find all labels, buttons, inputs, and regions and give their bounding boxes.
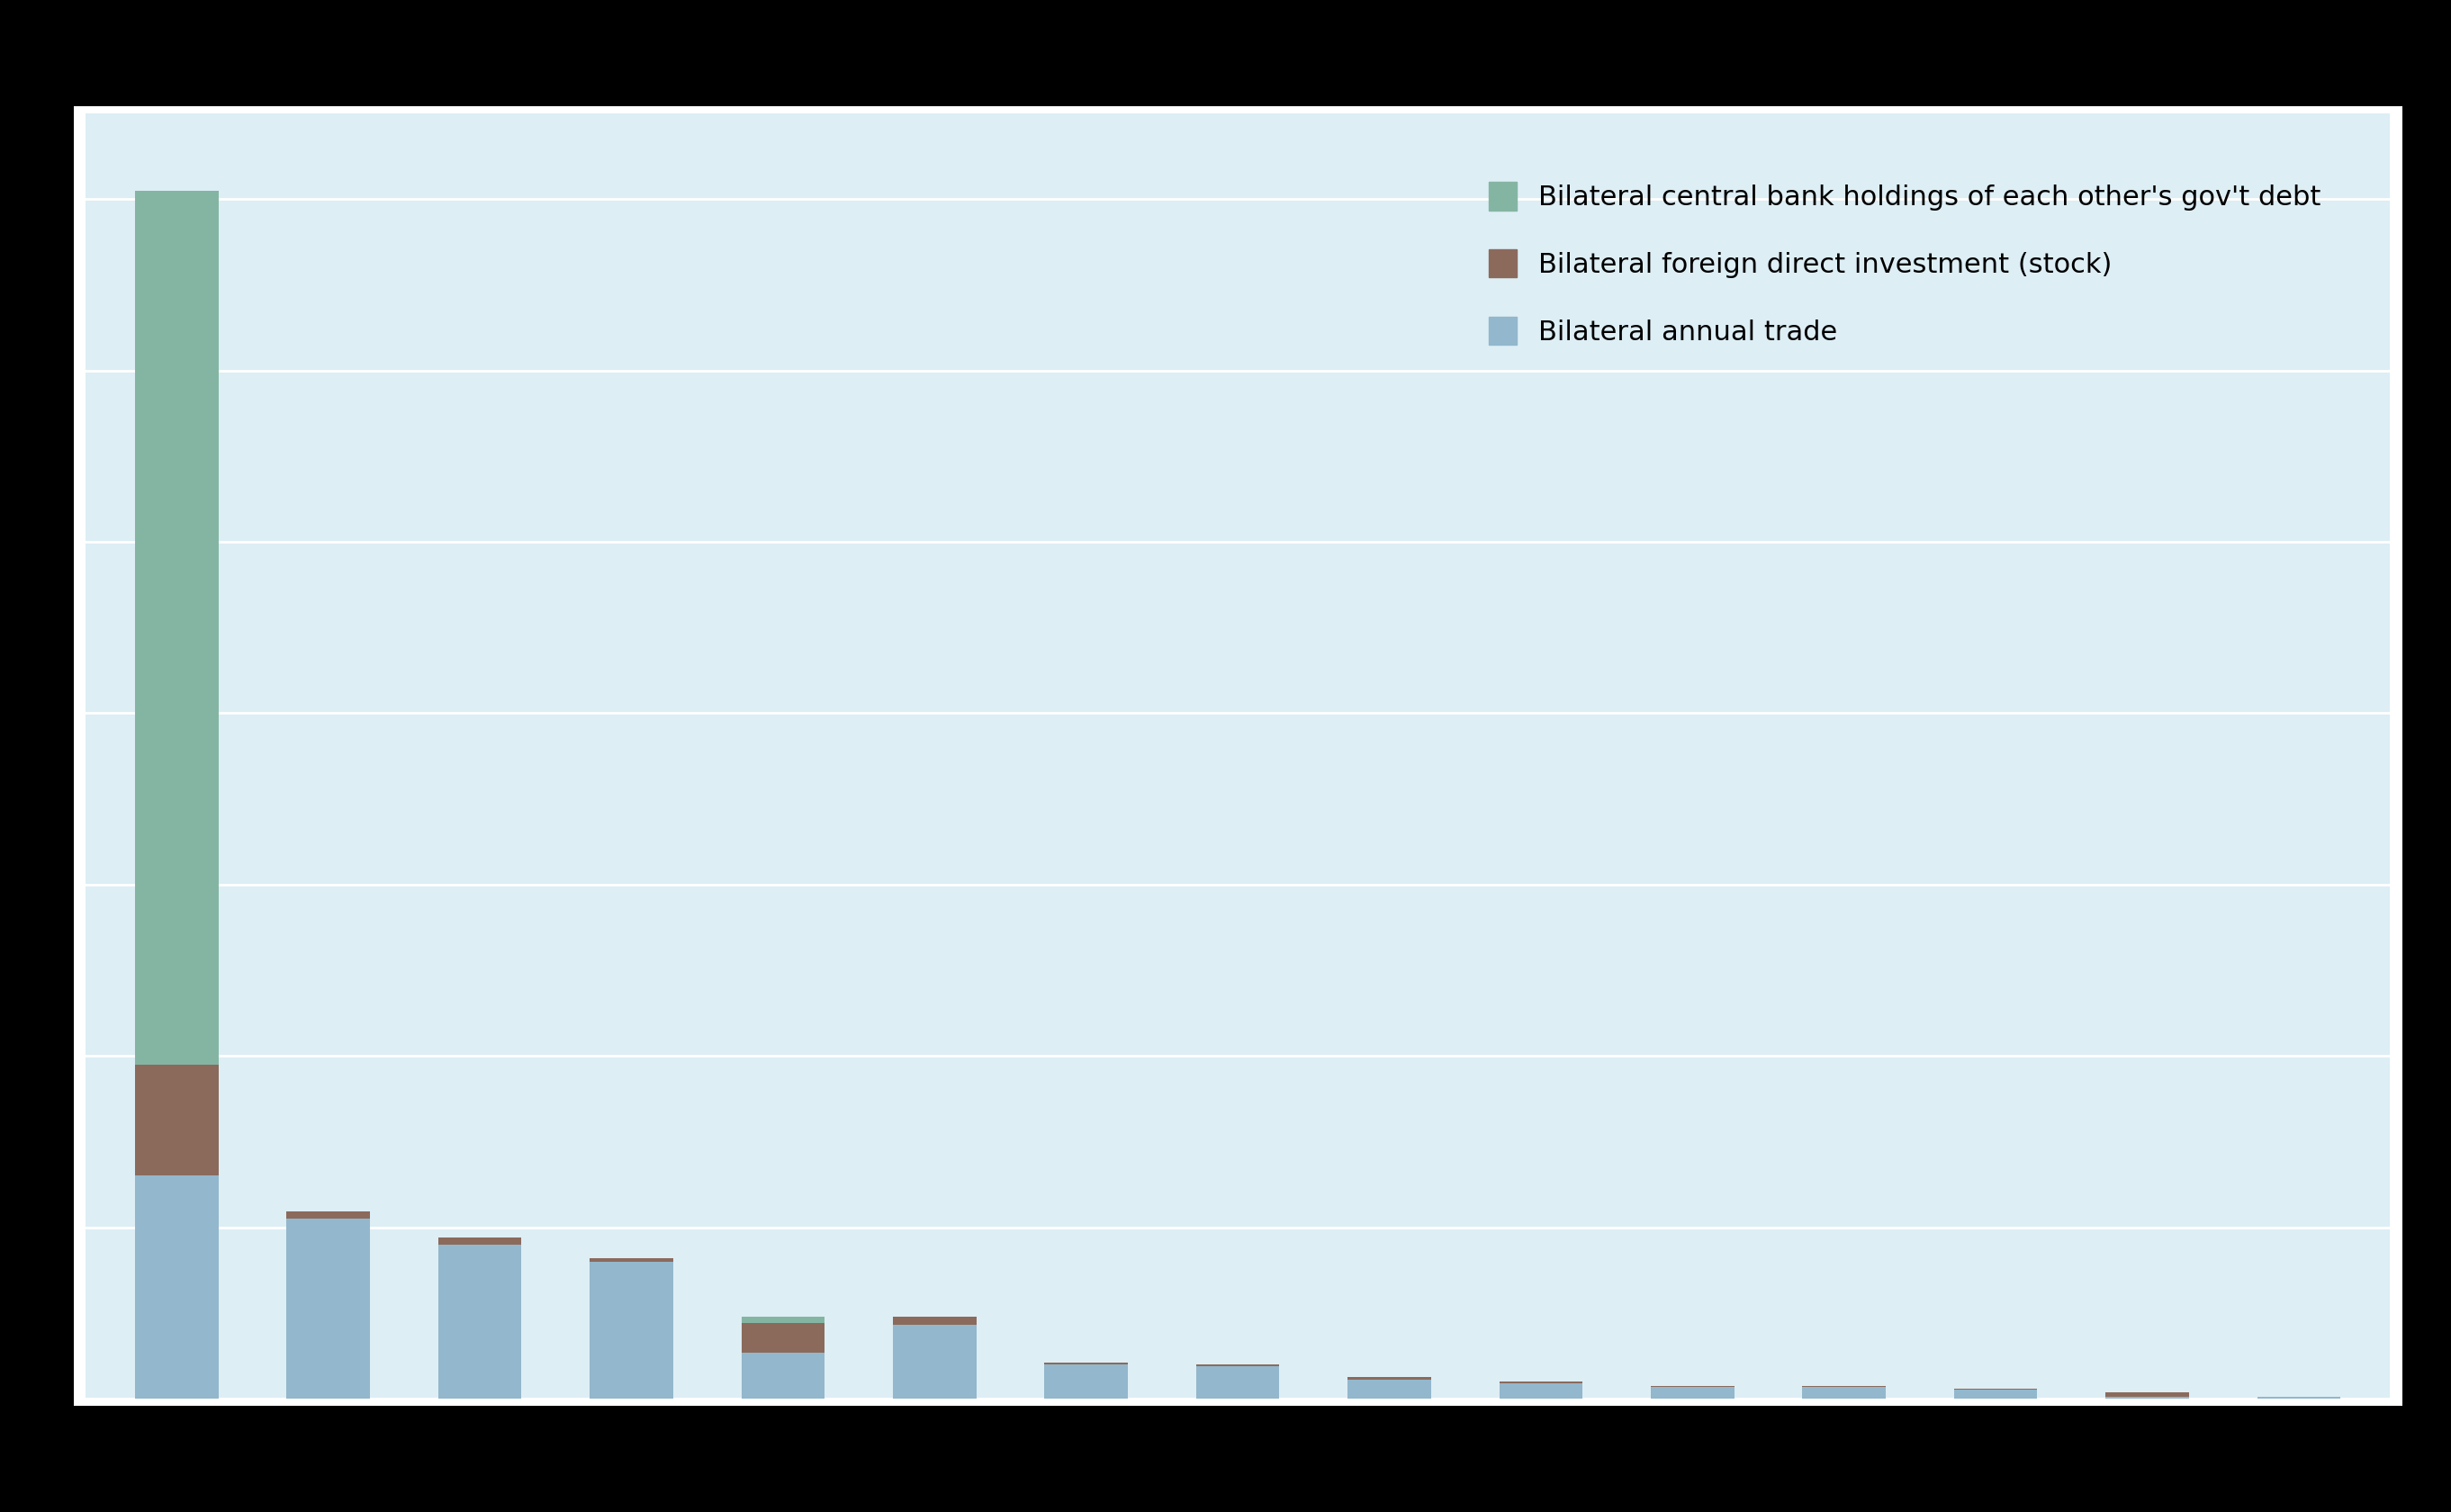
Bar — [2105, 1393, 2189, 1397]
Bar — [1953, 1390, 2037, 1399]
Bar — [740, 1352, 824, 1399]
Bar — [591, 1261, 674, 1399]
Bar — [135, 1176, 218, 1399]
Bar — [439, 1237, 522, 1244]
Bar — [1801, 1387, 1885, 1399]
Bar — [591, 1258, 674, 1261]
Bar — [287, 1219, 370, 1399]
Bar — [1348, 1380, 1431, 1399]
Bar — [1500, 1383, 1583, 1399]
Bar — [135, 191, 218, 1064]
Bar — [287, 1211, 370, 1219]
Bar — [1652, 1387, 1735, 1399]
Legend: Bilateral central bank holdings of each other's gov't debt, Bilateral foreign di: Bilateral central bank holdings of each … — [1434, 127, 2375, 401]
Bar — [1196, 1364, 1279, 1365]
Bar — [1348, 1377, 1431, 1380]
Bar — [740, 1317, 824, 1323]
Bar — [892, 1317, 975, 1325]
Bar — [2105, 1397, 2189, 1399]
Bar — [892, 1325, 975, 1399]
Bar — [1196, 1365, 1279, 1399]
Bar — [1500, 1382, 1583, 1383]
Bar — [135, 1064, 218, 1176]
Bar — [1044, 1364, 1127, 1399]
Bar — [439, 1244, 522, 1399]
Bar — [740, 1323, 824, 1352]
Bar — [1044, 1362, 1127, 1364]
